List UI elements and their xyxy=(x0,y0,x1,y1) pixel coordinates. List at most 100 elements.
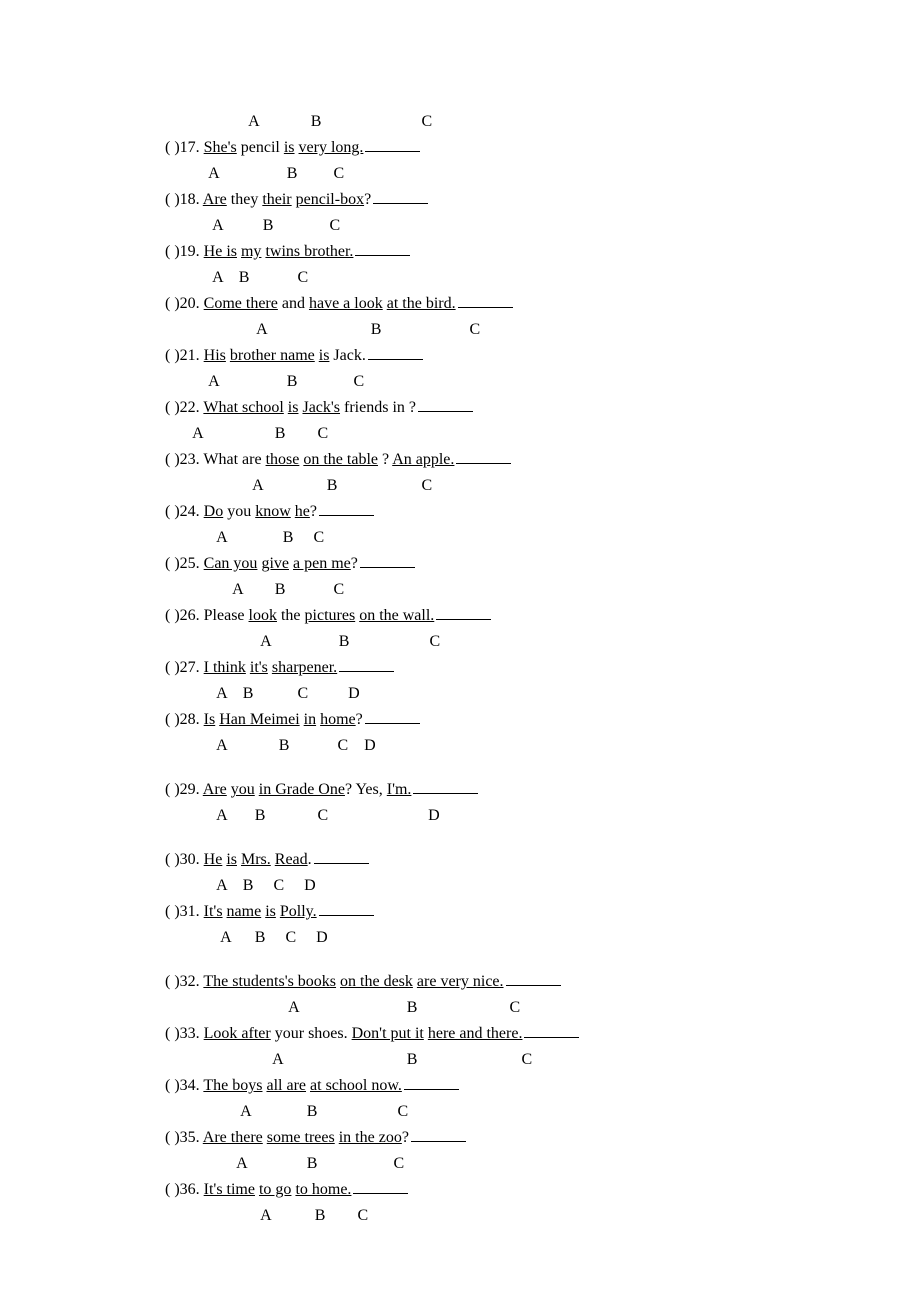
question-row: ( ) 31. It's name is Polly. xyxy=(165,900,920,924)
underlined-segment: Is xyxy=(204,711,216,728)
underlined-segment: is xyxy=(226,851,237,868)
answer-parentheses[interactable]: ( ) xyxy=(165,448,180,472)
questions-container: ( ) 17. She's pencil is very long. A B C… xyxy=(165,136,920,1228)
answer-parentheses[interactable]: ( ) xyxy=(165,708,180,732)
underlined-segment: on the table xyxy=(303,451,378,468)
answer-blank[interactable] xyxy=(373,203,428,204)
answer-blank[interactable] xyxy=(339,671,394,672)
answer-blank[interactable] xyxy=(411,1141,466,1142)
question-row: ( ) 33. Look after your shoes. Don't put… xyxy=(165,1022,920,1046)
text-segment: ? xyxy=(351,555,358,572)
underlined-segment: to go xyxy=(259,1181,291,1198)
underlined-segment: He xyxy=(204,851,223,868)
answer-blank[interactable] xyxy=(355,255,410,256)
text-segment: and xyxy=(278,295,309,312)
underlined-segment: Look after xyxy=(204,1025,271,1042)
answer-parentheses[interactable]: ( ) xyxy=(165,900,180,924)
question-number: 31. xyxy=(180,903,204,920)
underlined-segment: here and there. xyxy=(428,1025,523,1042)
underlined-segment: some trees xyxy=(267,1129,335,1146)
answer-blank[interactable] xyxy=(360,567,415,568)
answer-blank[interactable] xyxy=(365,723,420,724)
underlined-segment: in Grade One xyxy=(259,781,345,798)
answer-blank[interactable] xyxy=(456,463,511,464)
text-segment: ? xyxy=(356,711,363,728)
answer-blank[interactable] xyxy=(506,985,561,986)
question-row: ( ) 34. The boys all are at school now. xyxy=(165,1074,920,1098)
question-number: 29. xyxy=(180,781,203,798)
underlined-segment: in xyxy=(304,711,316,728)
text-segment: ? xyxy=(310,503,317,520)
question-row: ( ) 24. Do you know he? xyxy=(165,500,920,524)
underlined-segment: He is xyxy=(204,243,237,260)
answer-parentheses[interactable]: ( ) xyxy=(165,848,180,872)
answer-parentheses[interactable]: ( ) xyxy=(165,1022,180,1046)
answer-parentheses[interactable]: ( ) xyxy=(165,604,180,628)
answer-blank[interactable] xyxy=(404,1089,459,1090)
text-segment: . xyxy=(308,851,312,868)
answer-blank[interactable] xyxy=(524,1037,579,1038)
text-segment: ? xyxy=(378,451,392,468)
answer-parentheses[interactable]: ( ) xyxy=(165,396,180,420)
question-row: ( ) 23. What are those on the table ? An… xyxy=(165,448,920,472)
answer-parentheses[interactable]: ( ) xyxy=(165,292,180,316)
underlined-segment: The boys xyxy=(203,1077,262,1094)
answer-parentheses[interactable]: ( ) xyxy=(165,188,180,212)
choice-labels-row: A B C D xyxy=(165,926,920,950)
text-segment: ? Yes, xyxy=(345,781,387,798)
underlined-segment: Do xyxy=(204,503,224,520)
question-number: 20. xyxy=(180,295,204,312)
question-number: 18. xyxy=(180,191,203,208)
underlined-segment: What school xyxy=(203,399,283,416)
choice-labels-row: A B C D xyxy=(165,682,920,706)
answer-parentheses[interactable]: ( ) xyxy=(165,656,180,680)
question-row: ( ) 21. His brother name is Jack. xyxy=(165,344,920,368)
underlined-segment: home xyxy=(320,711,356,728)
text-segment: pencil xyxy=(237,139,284,156)
choice-labels-row: A B C xyxy=(165,1152,920,1176)
answer-parentheses[interactable]: ( ) xyxy=(165,778,180,802)
answer-blank[interactable] xyxy=(436,619,491,620)
underlined-segment: look xyxy=(249,607,277,624)
question-number: 26. xyxy=(180,607,204,624)
answer-parentheses[interactable]: ( ) xyxy=(165,500,180,524)
choice-labels-row: A B C xyxy=(165,318,920,342)
answer-blank[interactable] xyxy=(365,151,420,152)
underlined-segment: those xyxy=(266,451,300,468)
underlined-segment: pencil-box xyxy=(296,191,364,208)
answer-blank[interactable] xyxy=(418,411,473,412)
underlined-segment: twins brother. xyxy=(265,243,353,260)
underlined-segment: Mrs. xyxy=(241,851,271,868)
choice-labels-row: A B C xyxy=(165,996,920,1020)
question-row: ( ) 17. She's pencil is very long. xyxy=(165,136,920,160)
question-row: ( ) 30. He is Mrs. Read. xyxy=(165,848,920,872)
answer-parentheses[interactable]: ( ) xyxy=(165,1126,180,1150)
answer-parentheses[interactable]: ( ) xyxy=(165,344,180,368)
question-row: ( ) 26. Please look the pictures on the … xyxy=(165,604,920,628)
question-number: 25. xyxy=(180,555,204,572)
question-number: 19. xyxy=(180,243,204,260)
answer-parentheses[interactable]: ( ) xyxy=(165,1074,180,1098)
answer-parentheses[interactable]: ( ) xyxy=(165,1178,180,1202)
answer-blank[interactable] xyxy=(314,863,369,864)
answer-blank[interactable] xyxy=(413,793,478,794)
underlined-segment: in the zoo xyxy=(339,1129,402,1146)
answer-parentheses[interactable]: ( ) xyxy=(165,136,180,160)
answer-parentheses[interactable]: ( ) xyxy=(165,240,180,264)
question-row: ( ) 27. I think it's sharpener. xyxy=(165,656,920,680)
answer-blank[interactable] xyxy=(368,359,423,360)
answer-blank[interactable] xyxy=(319,915,374,916)
underlined-segment: a pen me xyxy=(293,555,351,572)
underlined-segment: Can you xyxy=(204,555,258,572)
answer-blank[interactable] xyxy=(458,307,513,308)
answer-blank[interactable] xyxy=(353,1193,408,1194)
answer-parentheses[interactable]: ( ) xyxy=(165,552,180,576)
question-row: ( ) 29. Are you in Grade One? Yes, I'm. xyxy=(165,778,920,802)
answer-parentheses[interactable]: ( ) xyxy=(165,970,180,994)
spacer xyxy=(165,830,920,848)
answer-blank[interactable] xyxy=(319,515,374,516)
choice-labels-row: A B C D xyxy=(165,874,920,898)
underlined-segment: on the wall. xyxy=(359,607,434,624)
underlined-segment: is xyxy=(284,139,295,156)
underlined-segment: Read xyxy=(275,851,308,868)
